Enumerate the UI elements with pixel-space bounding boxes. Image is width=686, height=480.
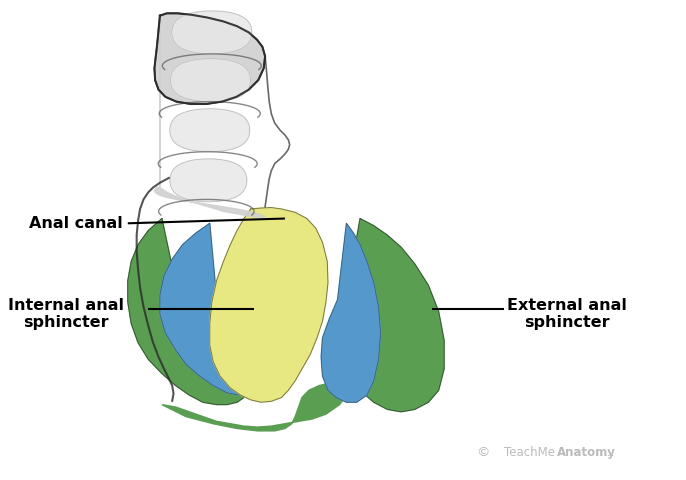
Polygon shape (321, 223, 381, 402)
Polygon shape (170, 109, 250, 152)
Text: Anatomy: Anatomy (557, 446, 616, 459)
Polygon shape (160, 223, 251, 395)
Text: Internal anal
sphincter: Internal anal sphincter (8, 298, 124, 330)
Polygon shape (210, 207, 328, 402)
Text: ©: © (476, 446, 490, 459)
Polygon shape (170, 159, 247, 202)
Polygon shape (128, 218, 248, 405)
Polygon shape (154, 13, 265, 217)
Polygon shape (171, 59, 250, 102)
Text: ...: ... (603, 446, 615, 459)
Text: TeachMe: TeachMe (504, 446, 554, 459)
Text: External anal
sphincter: External anal sphincter (507, 298, 627, 330)
Polygon shape (172, 11, 252, 54)
Text: Anal canal: Anal canal (29, 216, 123, 231)
Polygon shape (162, 383, 350, 431)
Polygon shape (340, 218, 444, 412)
